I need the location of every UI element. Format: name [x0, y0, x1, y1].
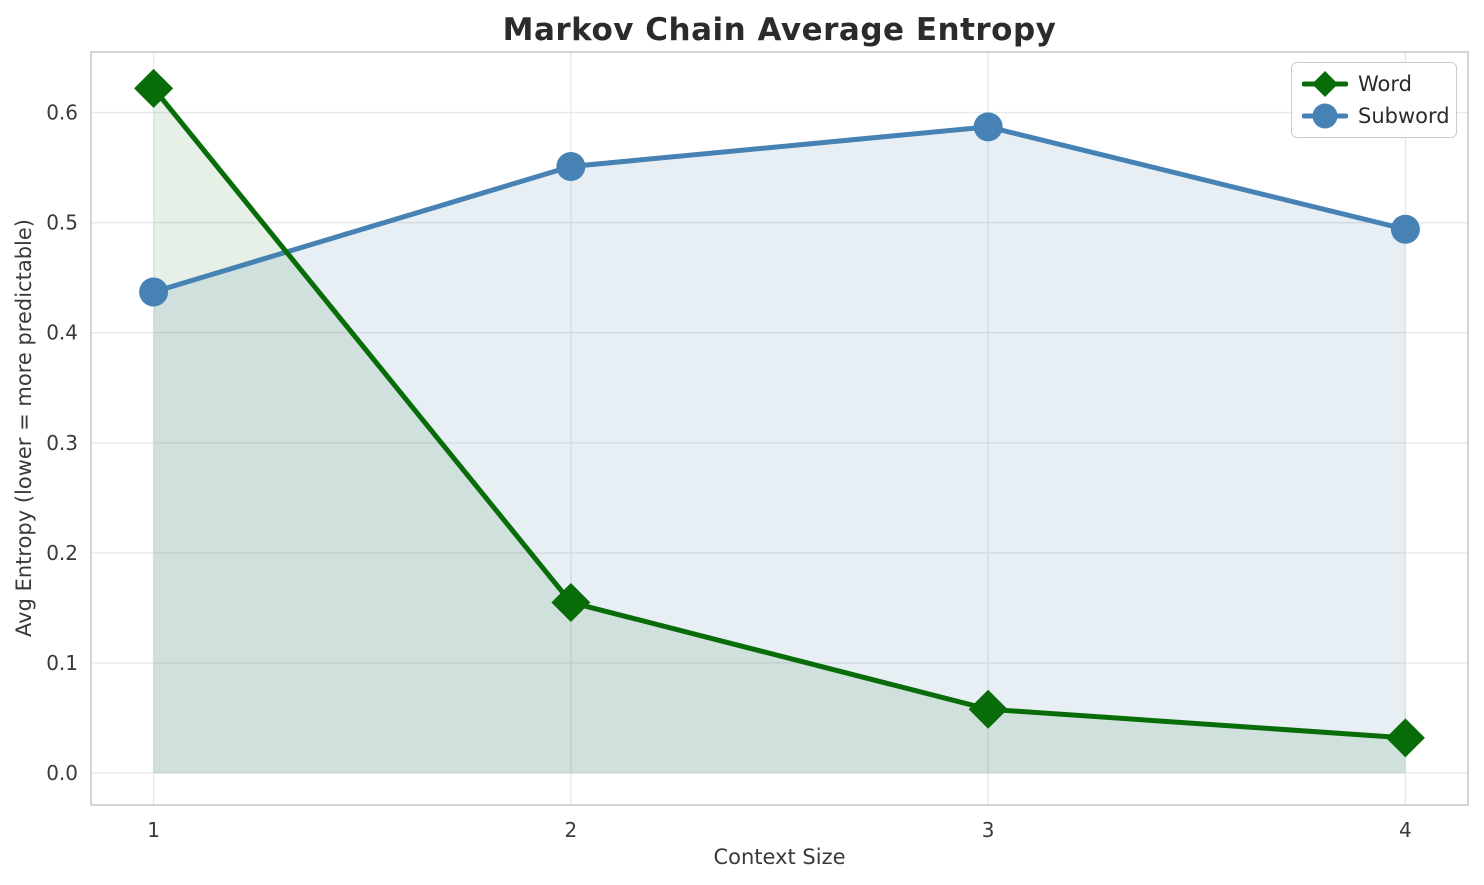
subword-circle-marker-icon — [1302, 103, 1348, 129]
chart-title: Markov Chain Average Entropy — [502, 12, 1057, 48]
y-tick-label: 0.4 — [46, 321, 78, 345]
x-axis-label: Context Size — [713, 845, 846, 869]
legend-item-subword: Subword — [1302, 102, 1450, 130]
series-fill-word — [153, 88, 1406, 774]
legend-label-word: Word — [1358, 72, 1412, 96]
y-tick-label: 0.2 — [46, 541, 78, 565]
plot-border — [90, 51, 1469, 806]
series-line-word — [151, 85, 1408, 741]
y-tick-label: 0.0 — [46, 761, 78, 785]
series-fill-subword — [153, 126, 1406, 774]
x-tick-label: 2 — [564, 818, 577, 842]
data-point-subword — [973, 112, 1003, 142]
legend: Word Subword — [1291, 62, 1457, 138]
y-tick-label: 0.6 — [46, 101, 78, 125]
data-point-subword — [556, 151, 586, 181]
data-point-word — [1385, 718, 1425, 758]
x-tick-label: 4 — [1399, 818, 1412, 842]
data-point-word — [968, 689, 1008, 729]
data-point-word — [134, 68, 174, 108]
y-tick-label: 0.3 — [46, 431, 78, 455]
y-tick-label: 0.5 — [46, 211, 78, 235]
legend-label-subword: Subword — [1358, 104, 1450, 128]
x-tick-label: 1 — [147, 818, 160, 842]
legend-item-word: Word — [1302, 70, 1444, 98]
data-point-subword — [1390, 214, 1420, 244]
y-axis-label-text: Avg Entropy (lower = more predictable) — [12, 219, 36, 637]
data-point-subword — [139, 277, 169, 307]
series-line-subword — [151, 124, 1408, 295]
y-tick-label: 0.1 — [46, 651, 78, 675]
data-point-word — [551, 582, 591, 622]
word-diamond-marker-icon — [1302, 71, 1348, 97]
x-tick-label: 3 — [982, 818, 995, 842]
